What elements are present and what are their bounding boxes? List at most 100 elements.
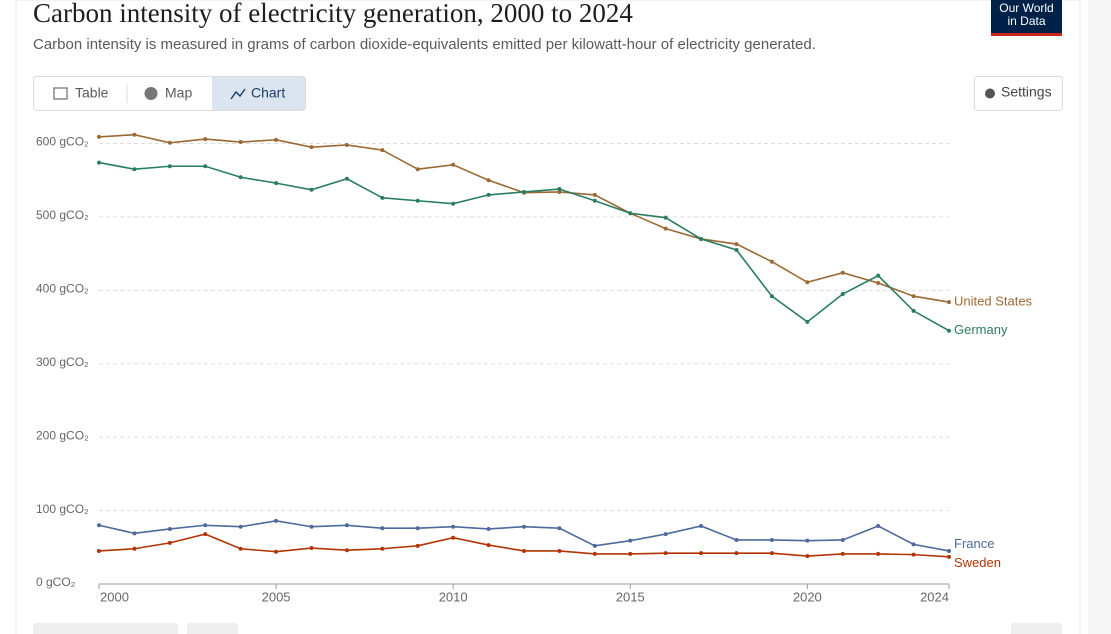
footer-button[interactable]: [187, 623, 238, 634]
data-point: [451, 162, 456, 167]
tab[interactable]: Map: [165, 85, 192, 101]
data-point: [167, 140, 172, 145]
data-point: [876, 524, 881, 529]
data-point: [592, 551, 597, 556]
chart-subtitle: Carbon intensity is measured in grams of…: [33, 36, 816, 53]
data-point: [97, 160, 101, 165]
data-point: [451, 535, 456, 540]
data-point: [132, 531, 137, 536]
data-point: [344, 176, 349, 181]
data-point: [734, 537, 739, 542]
data-point: [947, 328, 951, 333]
data-point: [238, 140, 243, 145]
tab-icon: [53, 87, 68, 100]
data-point: [805, 319, 810, 324]
data-point: [380, 148, 385, 153]
data-point: [592, 192, 597, 197]
data-point: [309, 524, 314, 529]
data-point: [167, 164, 172, 169]
data-point: [840, 292, 845, 297]
data-point: [486, 543, 491, 548]
data-point: [947, 300, 951, 305]
data-point: [557, 526, 562, 531]
data-point: [451, 524, 456, 529]
data-point: [628, 538, 633, 543]
data-point: [203, 164, 208, 169]
data-point: [769, 551, 774, 556]
tab[interactable]: Chart: [251, 85, 285, 101]
data-point: [628, 551, 633, 556]
data-point: [911, 552, 916, 557]
data-point: [274, 137, 279, 142]
data-point: [486, 178, 491, 183]
data-point: [592, 543, 597, 548]
data-point: [663, 551, 668, 556]
logo-bar: [991, 33, 1062, 36]
data-point: [699, 236, 704, 241]
data-point: [167, 526, 172, 531]
tab-icon: [144, 87, 158, 100]
y-tick-label: 100 gCO₂: [36, 502, 89, 516]
data-point: [344, 142, 349, 147]
data-point: [132, 167, 137, 172]
data-point: [840, 270, 845, 275]
data-point: [663, 532, 668, 537]
tab-active[interactable]: [212, 77, 305, 110]
footer-button[interactable]: [33, 623, 178, 634]
data-point: [238, 546, 243, 551]
data-point: [167, 540, 172, 545]
data-point: [699, 551, 704, 556]
data-point: [557, 548, 562, 553]
y-tick-label: 400 gCO₂: [36, 282, 89, 296]
footer-button[interactable]: [1011, 623, 1062, 634]
data-point: [911, 294, 916, 299]
data-point: [97, 548, 101, 553]
data-point: [805, 554, 810, 559]
side-panel: [1088, 0, 1111, 634]
data-point: [734, 242, 739, 247]
data-point: [97, 134, 101, 139]
data-point: [97, 523, 101, 528]
data-point: [734, 247, 739, 252]
data-point: [522, 189, 526, 194]
y-tick-label: 600 gCO₂: [36, 135, 89, 149]
data-point: [592, 198, 597, 203]
data-point: [380, 195, 385, 200]
data-point: [876, 273, 881, 278]
settings-button[interactable]: [974, 76, 1063, 111]
y-tick-label: 0 gCO₂: [36, 575, 76, 589]
data-point: [911, 542, 916, 547]
tab[interactable]: Table: [75, 85, 109, 101]
data-point: [734, 551, 739, 556]
logo-text: Our World in Data: [999, 1, 1053, 28]
data-point: [699, 524, 704, 529]
data-point: [663, 215, 668, 220]
data-point: [876, 551, 881, 556]
chart-title: Carbon intensity of electricity generati…: [33, 0, 633, 28]
series-label: United States: [954, 294, 1033, 309]
data-point: [380, 546, 385, 551]
data-point: [769, 259, 774, 264]
settings-label[interactable]: Settings: [1001, 84, 1052, 100]
data-point: [380, 526, 385, 531]
data-point: [486, 526, 491, 531]
data-point: [947, 554, 951, 559]
data-point: [769, 294, 774, 299]
x-tick-label: 2024: [920, 589, 949, 604]
y-tick-label: 500 gCO₂: [36, 208, 89, 222]
data-point: [415, 198, 420, 203]
data-point: [132, 546, 137, 551]
data-point: [805, 538, 810, 543]
data-point: [274, 549, 279, 554]
data-point: [203, 523, 208, 528]
data-point: [309, 187, 314, 192]
x-tick-label: 2000: [100, 589, 129, 604]
data-point: [238, 175, 243, 180]
series-label: Sweden: [954, 555, 1001, 570]
x-tick-label: 2020: [793, 589, 822, 604]
data-point: [840, 537, 845, 542]
data-point: [663, 226, 668, 231]
data-point: [309, 145, 314, 150]
data-point: [947, 548, 951, 553]
